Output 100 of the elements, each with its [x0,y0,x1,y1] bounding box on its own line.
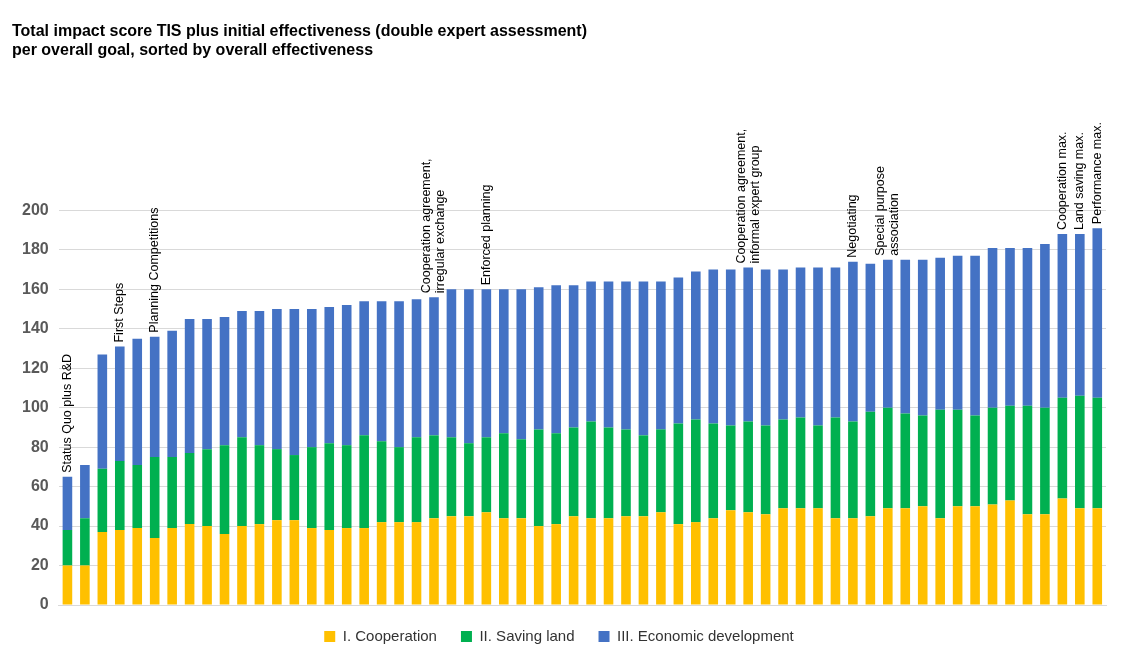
bar [359,435,369,529]
bar [830,518,841,605]
bar [813,425,823,509]
bar [202,526,212,605]
bar [586,518,596,605]
bar [691,271,701,420]
bar [725,425,736,511]
bar [237,311,247,438]
bar [1005,500,1015,605]
bar [219,533,230,605]
bar [1092,228,1103,398]
bar [1040,243,1050,408]
bar [970,415,980,507]
bar [446,289,457,438]
bar [97,468,108,532]
bar [464,516,474,605]
legend-label: III. Economic development [617,626,795,644]
bar [621,281,631,430]
bar [376,441,387,523]
bar [673,423,684,525]
bar [254,445,265,525]
bar [621,516,631,605]
bar [1040,514,1050,605]
bar [568,285,579,428]
bar [306,447,317,529]
x-tick-label: Cooperation agreement, irregular exchange [419,158,448,294]
bar [341,445,352,529]
bar [1057,234,1068,398]
bar [80,565,90,605]
bar [132,464,143,529]
bar [481,437,492,513]
bar [656,429,666,513]
bar [900,508,911,605]
bar [132,528,143,605]
bar [289,455,300,521]
bar [568,427,579,517]
bar [533,287,544,430]
bar [725,269,736,426]
bar [813,508,823,605]
bar [411,522,422,605]
bar [830,417,841,519]
bar [306,309,317,448]
x-tick-label: First Steps [112,282,127,343]
x-tick-label: Special purpose association [873,166,902,256]
bar [917,415,928,507]
bar [394,301,404,448]
bar [830,267,841,418]
bar [917,259,928,416]
bar [411,437,422,523]
y-tick-label: 160 [21,279,49,297]
bar [394,522,404,605]
bar [1040,407,1050,515]
bar [394,447,404,523]
bar [987,407,998,505]
bar [202,318,212,450]
bar [324,443,335,531]
bar [499,518,509,605]
bar [219,316,230,446]
bar [516,289,527,440]
bar [848,261,858,422]
bar [359,301,369,436]
bar [621,429,631,517]
x-tick-label: Status Quo plus R&D [59,353,74,473]
bar [760,269,771,426]
bar [708,518,719,605]
bar [795,508,806,605]
y-tick-label: 60 [30,477,49,495]
bar [883,508,893,605]
y-tick-label: 140 [21,319,49,337]
x-tick-label: Land saving max. [1072,132,1087,231]
bar [917,506,928,605]
bar [62,530,73,566]
bar [429,435,439,519]
bar [1022,247,1033,406]
bar [219,445,230,534]
bar [446,437,457,517]
x-tick-label: Cooperation agreement, informal expert group [733,128,762,264]
bar [1075,508,1085,605]
bar [62,565,73,605]
bar [1092,508,1103,605]
bar [114,346,125,461]
bar [341,528,352,605]
bar [411,299,422,438]
bar [638,516,649,605]
bar [376,522,387,605]
bar [865,263,876,412]
bar [80,464,90,519]
bar [935,518,945,605]
bar [499,433,509,519]
bar [132,338,143,465]
y-tick-label: 180 [21,240,49,258]
bar [586,421,596,519]
bar [516,439,527,519]
bar [743,512,753,605]
bar [149,336,160,458]
bar [114,460,125,531]
bar [237,437,247,527]
bar [551,524,561,605]
bar [97,532,108,605]
y-tick-label: 0 [39,595,49,613]
